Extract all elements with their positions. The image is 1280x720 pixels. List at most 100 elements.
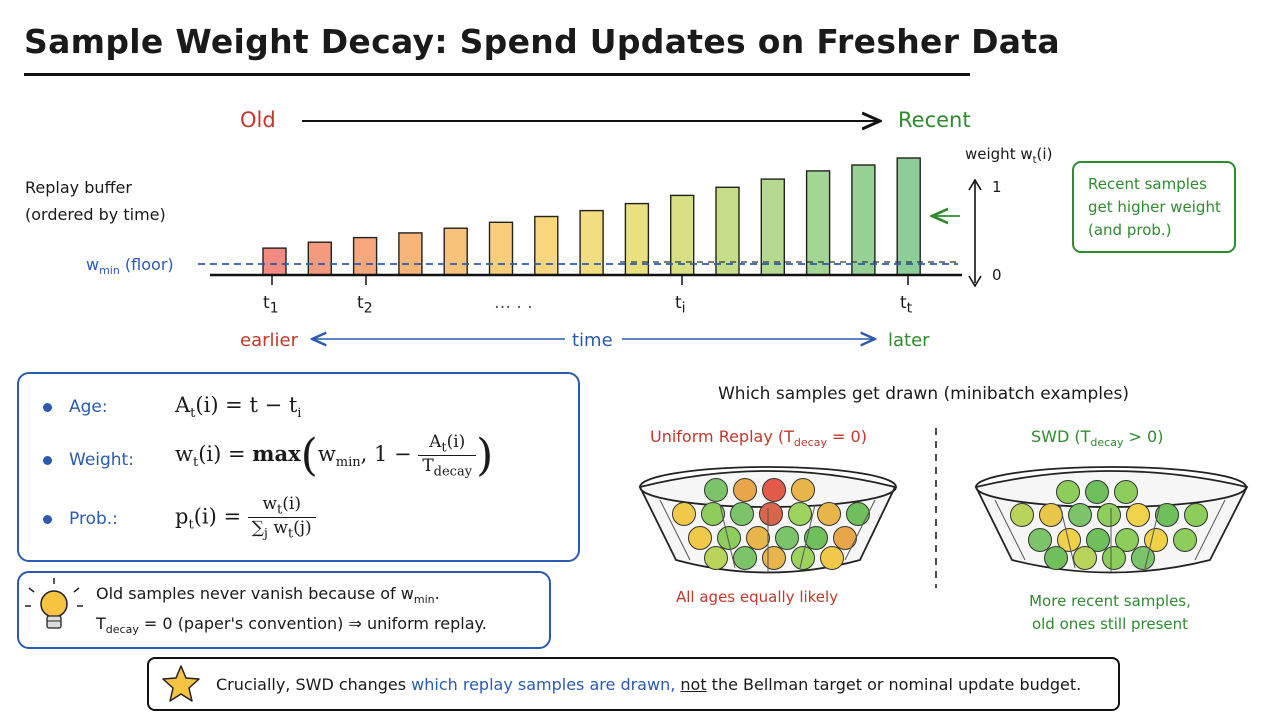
uniform-ball-12 [688, 526, 712, 550]
swd-ball-7 [1097, 503, 1121, 527]
tick-label-2: t2 [357, 293, 373, 316]
weight-axis-label: weight wt(i) [965, 145, 1052, 166]
tip-panel [17, 571, 551, 649]
tick-2-sub: 2 [363, 300, 373, 317]
age-lhs-sub: t [190, 406, 196, 422]
wmin-subscript: min [99, 264, 120, 278]
swd-ball-5 [1039, 503, 1063, 527]
weight-bar-14 [851, 164, 876, 276]
uniform-ball-13 [717, 526, 741, 550]
bottom-note: Crucially, SWD changes which replay samp… [216, 675, 1081, 694]
prob-lhs-arg: (i) = [193, 504, 248, 529]
time-label: time [572, 330, 613, 351]
weight-bar-2 [307, 241, 332, 276]
weight-lhs: w [175, 442, 193, 466]
prob-lhs-sub: t [188, 517, 194, 533]
tick-1-sub: 1 [269, 300, 279, 317]
earlier-label: earlier [240, 330, 298, 351]
swd-ball-6 [1068, 503, 1092, 527]
weight-axis-suffix: (i) [1036, 145, 1053, 163]
swd-ball-8 [1126, 503, 1150, 527]
swd-bowl [974, 466, 1249, 574]
weight-bar-8 [579, 209, 604, 276]
uniform-heading-suffix: = 0) [826, 427, 867, 446]
weight-num-arg: (i) [446, 431, 466, 452]
swd-heading-a: SWD (T [1031, 427, 1091, 446]
uniform-ball-16 [804, 526, 828, 550]
age-lhs: A [175, 393, 191, 417]
weight-den-t: T [422, 456, 434, 476]
swd-caption: More recent samples, old ones still pres… [1000, 590, 1220, 636]
tick-t-t: t [900, 293, 907, 313]
age-label: Age: [69, 397, 108, 417]
weight-wmin-sub: min [335, 455, 361, 471]
tick-ellipsis: … . . [494, 293, 533, 313]
tip-line2-sub: decay [105, 623, 139, 637]
weight-num-a: A [429, 431, 442, 452]
later-label: later [888, 330, 930, 351]
uniform-ball-8 [759, 502, 783, 526]
uniform-ball-1 [704, 478, 728, 502]
old-label: Old [240, 108, 276, 132]
wmin-symbol: w [86, 255, 100, 274]
uniform-ball-11 [846, 502, 870, 526]
prob-fraction: wt(i) ∑j wt(j) [247, 494, 316, 542]
tick-label-t: tt [900, 293, 912, 316]
tick-t-sub: t [906, 300, 913, 317]
uniform-ball-7 [730, 502, 754, 526]
prob-formula: pt(i) = wt(i) ∑j wt(j) [175, 494, 316, 542]
title-underline [24, 73, 970, 76]
prob-den-sum: ∑ [251, 518, 264, 539]
uniform-heading-a: Uniform Replay (T [650, 427, 794, 446]
tick-i-t: t [675, 293, 682, 313]
tick-2-t: t [357, 293, 364, 313]
bottom-underlined-not: not [680, 675, 707, 694]
prob-lhs: p [175, 504, 189, 529]
swd-heading: SWD (Tdecay > 0) [1031, 427, 1163, 449]
bottom-highlight: which replay samples are drawn, [411, 675, 676, 694]
tip-line1-b: . [434, 584, 440, 603]
uniform-ball-17 [833, 526, 857, 550]
swd-caption-line2: old ones still present [1031, 615, 1189, 633]
weight-num-sub: t [441, 440, 447, 455]
weight-label: Weight: [69, 450, 134, 470]
recent-label: Recent [898, 108, 971, 132]
weight-bars [262, 157, 921, 276]
weight-bar-4 [398, 232, 423, 276]
swd-ball-4 [1010, 503, 1034, 527]
replay-buffer-line1: Replay buffer [25, 178, 132, 197]
y-axis-one: 1 [992, 178, 1002, 196]
uniform-ball-5 [672, 502, 696, 526]
weight-bar-15 [896, 157, 921, 276]
tip-line-2: Tdecay = 0 (paper's convention) ⇒ unifor… [96, 614, 487, 636]
uniform-ball-4 [791, 478, 815, 502]
uniform-ball-14 [746, 526, 770, 550]
swd-ball-3 [1114, 480, 1138, 504]
swd-ball-12 [1057, 528, 1081, 552]
weight-bar-3 [352, 236, 378, 276]
lightbulb-icon [25, 578, 83, 629]
callout-line2: get higher weight [1088, 198, 1221, 216]
weight-bar-12 [760, 178, 785, 276]
callout-line3: (and prob.) [1088, 221, 1172, 239]
weight-axis-head-top [968, 178, 982, 191]
uniform-heading-sub: decay [793, 436, 827, 450]
weight-bar-1 [262, 247, 287, 276]
weight-bar-7 [534, 215, 559, 276]
swd-ball-2 [1085, 480, 1109, 504]
swd-ball-17 [1044, 546, 1068, 570]
age-rhs-sub: i [297, 406, 302, 422]
swd-caption-line1: More recent samples, [1029, 592, 1191, 610]
swd-ball-19 [1102, 546, 1126, 570]
prob-label: Prob.: [69, 509, 118, 529]
tip-line-1: Old samples never vanish because of wmin… [96, 584, 440, 606]
prob-den-w: w [267, 518, 288, 539]
uniform-ball-18 [704, 546, 728, 570]
tip-line1-sub: min [413, 593, 435, 607]
weight-axis-head-bottom [968, 275, 982, 288]
tick-1-t: t [263, 293, 270, 313]
weight-formula: wt(i) = max(wmin, 1 − At(i) Tdecay) [175, 430, 493, 481]
swd-ball-10 [1184, 503, 1208, 527]
tick-label-1: t1 [263, 293, 279, 316]
